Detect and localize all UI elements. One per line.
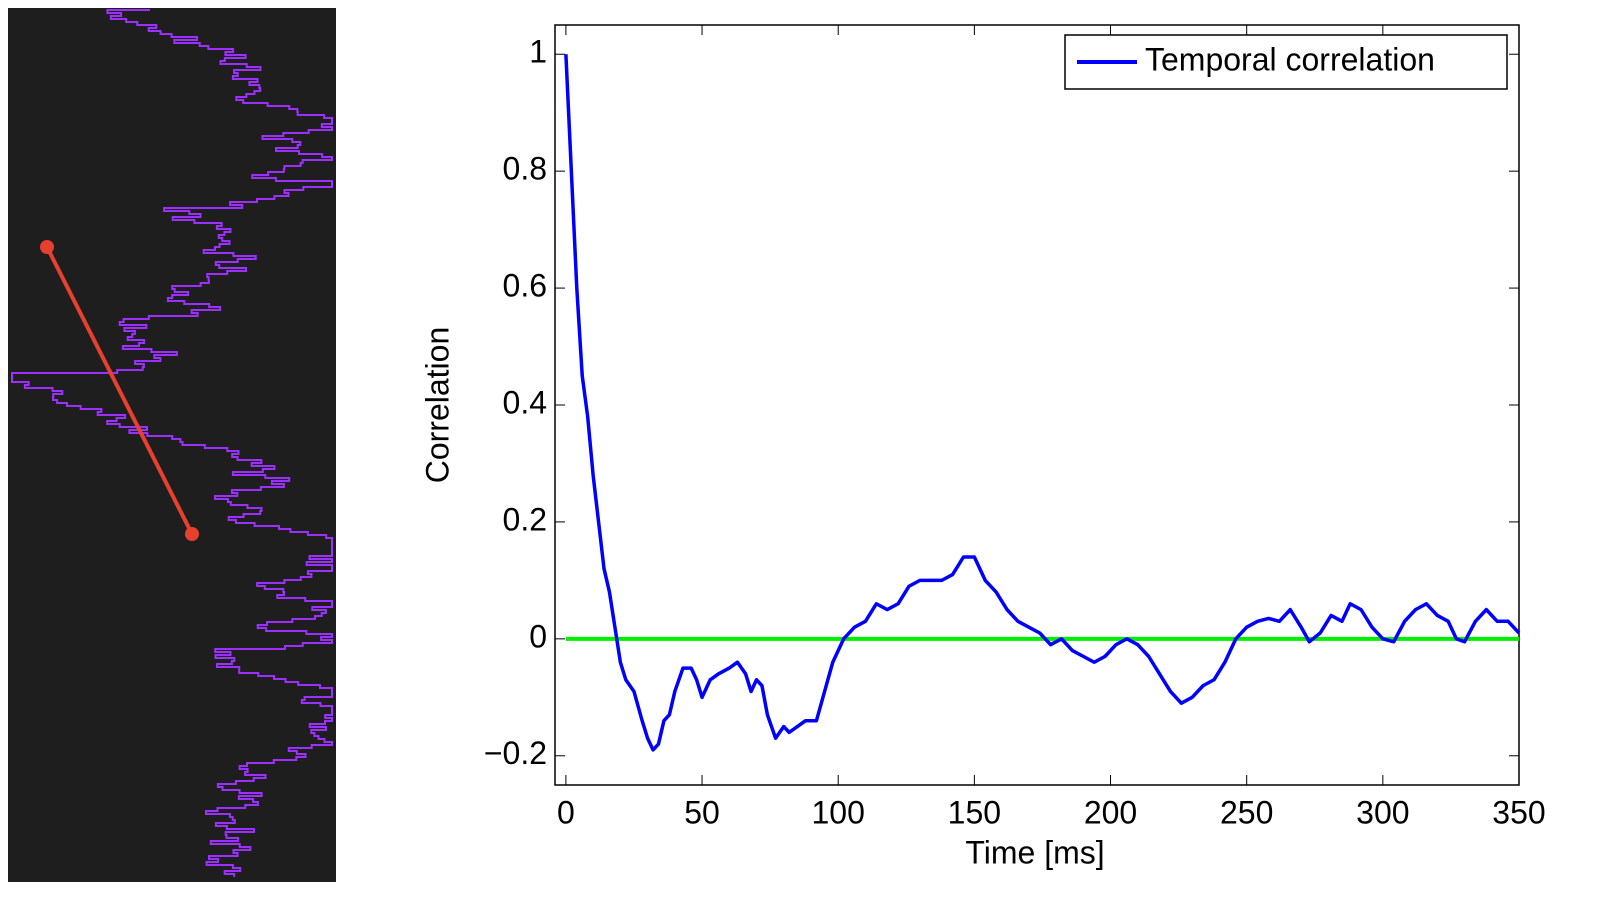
x-tick-label: 0: [557, 794, 575, 830]
y-tick-label: 0.4: [503, 384, 547, 420]
plot-area: [554, 24, 1520, 786]
y-tick-label: 0.8: [503, 151, 547, 187]
x-tick-label: 300: [1356, 794, 1409, 830]
legend-label: Temporal correlation: [1145, 41, 1435, 77]
x-tick-label: 150: [948, 794, 1001, 830]
x-tick-label: 350: [1492, 794, 1545, 830]
legend-box: [1064, 34, 1508, 90]
data-line: [564, 54, 1521, 752]
red-segment: [45, 246, 194, 535]
red-dot: [185, 527, 199, 541]
purple-trace: [11, 9, 333, 877]
y-tick-label: −0.2: [484, 735, 547, 771]
trace-panel: [8, 8, 336, 882]
y-tick-label: 0: [529, 618, 547, 654]
x-axis-label: Time [ms]: [965, 834, 1104, 870]
x-tick-label: 100: [812, 794, 865, 830]
x-tick-label: 50: [684, 794, 720, 830]
x-tick-label: 250: [1220, 794, 1273, 830]
y-tick-label: 0.2: [503, 501, 547, 537]
red-dot: [40, 240, 54, 254]
y-tick-label: 1: [529, 34, 547, 70]
y-tick-label: 0.6: [503, 268, 547, 304]
x-tick-label: 200: [1084, 794, 1137, 830]
y-axis-label: Correlation: [419, 327, 455, 484]
trace-image: [11, 9, 333, 877]
